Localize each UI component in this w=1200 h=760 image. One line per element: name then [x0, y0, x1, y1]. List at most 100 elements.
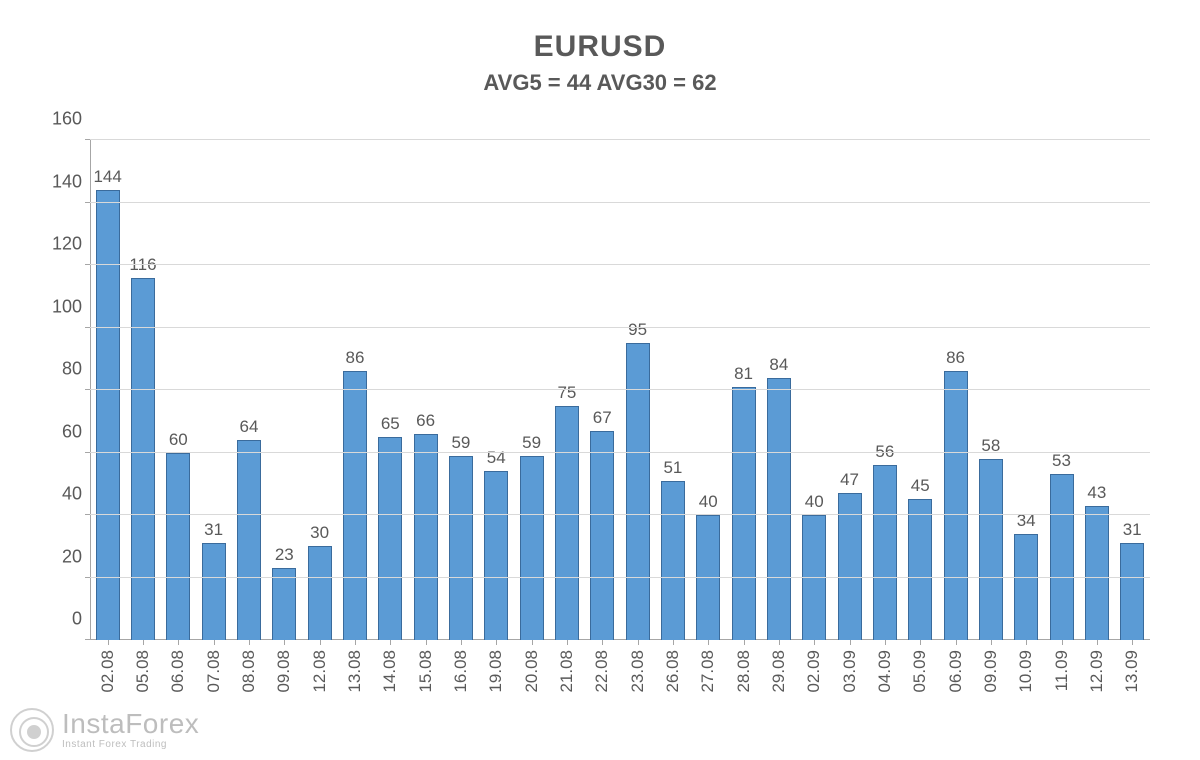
bar-slot: 40	[797, 140, 832, 640]
chart-title: EURUSD	[20, 30, 1180, 64]
bar: 59	[449, 456, 473, 640]
x-tick-mark	[320, 640, 321, 645]
x-tick-mark	[850, 640, 851, 645]
y-tick-label: 40	[62, 484, 82, 505]
x-tick-mark	[1026, 640, 1027, 645]
x-tick-label: 02.08	[98, 650, 118, 693]
x-label-slot: 03.09	[832, 640, 867, 740]
bar-slot: 81	[726, 140, 761, 640]
grid-line	[90, 264, 1150, 265]
bar-value-label: 86	[345, 348, 364, 368]
bar-slot: 59	[514, 140, 549, 640]
bar-slot: 59	[443, 140, 478, 640]
bar: 31	[202, 543, 226, 640]
bar-value-label: 65	[381, 414, 400, 434]
x-tick-mark	[532, 640, 533, 645]
bar-slot: 43	[1079, 140, 1114, 640]
bar-value-label: 64	[240, 417, 259, 437]
bar-slot: 86	[938, 140, 973, 640]
x-label-slot: 11.09	[1044, 640, 1079, 740]
x-tick-label: 07.08	[204, 650, 224, 693]
y-tick-label: 140	[52, 171, 82, 192]
bar: 47	[838, 493, 862, 640]
y-tick-mark	[85, 202, 90, 203]
x-tick-label: 11.09	[1052, 650, 1072, 691]
grid-line	[90, 577, 1150, 578]
title-block: EURUSD AVG5 = 44 AVG30 = 62	[20, 30, 1180, 96]
x-tick-label: 12.08	[310, 650, 330, 693]
bar-slot: 45	[903, 140, 938, 640]
bar-value-label: 66	[416, 411, 435, 431]
x-label-slot: 13.09	[1115, 640, 1150, 740]
x-label-slot: 07.08	[196, 640, 231, 740]
x-label-slot: 28.08	[726, 640, 761, 740]
bar: 23	[272, 568, 296, 640]
y-tick-mark	[85, 577, 90, 578]
bar-slot: 34	[1009, 140, 1044, 640]
x-tick-label: 28.08	[734, 650, 754, 693]
chart-container: EURUSD AVG5 = 44 AVG30 = 62 144116603164…	[20, 20, 1180, 740]
bar-slot: 53	[1044, 140, 1079, 640]
x-tick-mark	[1132, 640, 1133, 645]
x-label-slot: 13.08	[337, 640, 372, 740]
grid-line	[90, 139, 1150, 140]
y-tick-mark	[85, 514, 90, 515]
plot-area: 1441166031642330866566595459756795514081…	[90, 140, 1150, 640]
grid-line	[90, 452, 1150, 453]
bar: 60	[166, 453, 190, 641]
x-tick-label: 16.08	[451, 650, 471, 693]
x-label-slot: 12.09	[1079, 640, 1114, 740]
bar: 40	[696, 515, 720, 640]
watermark-text: InstaForex Instant Forex Trading	[62, 710, 199, 750]
x-label-slot: 22.08	[585, 640, 620, 740]
x-tick-mark	[355, 640, 356, 645]
bar: 31	[1120, 543, 1144, 640]
bar-slot: 30	[302, 140, 337, 640]
x-label-slot: 09.09	[973, 640, 1008, 740]
bar: 45	[908, 499, 932, 640]
x-tick-label: 14.08	[380, 650, 400, 693]
bar-slot: 144	[90, 140, 125, 640]
y-tick-label: 60	[62, 421, 82, 442]
bar: 64	[237, 440, 261, 640]
x-tick-label: 12.09	[1087, 650, 1107, 693]
x-tick-label: 26.08	[663, 650, 683, 693]
bar-value-label: 45	[911, 476, 930, 496]
bar-value-label: 47	[840, 470, 859, 490]
x-label-slot: 23.08	[620, 640, 655, 740]
y-tick-label: 100	[52, 296, 82, 317]
bar: 30	[308, 546, 332, 640]
bar-value-label: 53	[1052, 451, 1071, 471]
x-tick-label: 06.08	[168, 650, 188, 693]
y-tick-mark	[85, 389, 90, 390]
x-tick-mark	[496, 640, 497, 645]
x-label-slot: 26.08	[655, 640, 690, 740]
x-tick-label: 09.09	[981, 650, 1001, 693]
bar-slot: 65	[373, 140, 408, 640]
x-label-slot: 21.08	[549, 640, 584, 740]
x-label-slot: 04.09	[867, 640, 902, 740]
x-tick-label: 06.09	[946, 650, 966, 693]
bar: 34	[1014, 534, 1038, 640]
bar: 59	[520, 456, 544, 640]
bar-value-label: 67	[593, 408, 612, 428]
bar-value-label: 43	[1087, 483, 1106, 503]
x-tick-label: 27.08	[698, 650, 718, 693]
bar-value-label: 81	[734, 364, 753, 384]
bar-slot: 66	[408, 140, 443, 640]
x-tick-label: 05.08	[133, 650, 153, 693]
x-label-slot: 02.09	[797, 640, 832, 740]
x-tick-mark	[214, 640, 215, 645]
bar-slot: 31	[196, 140, 231, 640]
x-tick-label: 15.08	[416, 650, 436, 693]
x-tick-mark	[1062, 640, 1063, 645]
bar-value-label: 40	[699, 492, 718, 512]
bar-value-label: 95	[628, 320, 647, 340]
bar-slot: 51	[655, 140, 690, 640]
x-tick-label: 21.08	[557, 650, 577, 693]
grid-line	[90, 202, 1150, 203]
x-label-slot: 19.08	[479, 640, 514, 740]
bar-slot: 54	[479, 140, 514, 640]
bar-slot: 23	[267, 140, 302, 640]
bar-slot: 116	[125, 140, 160, 640]
